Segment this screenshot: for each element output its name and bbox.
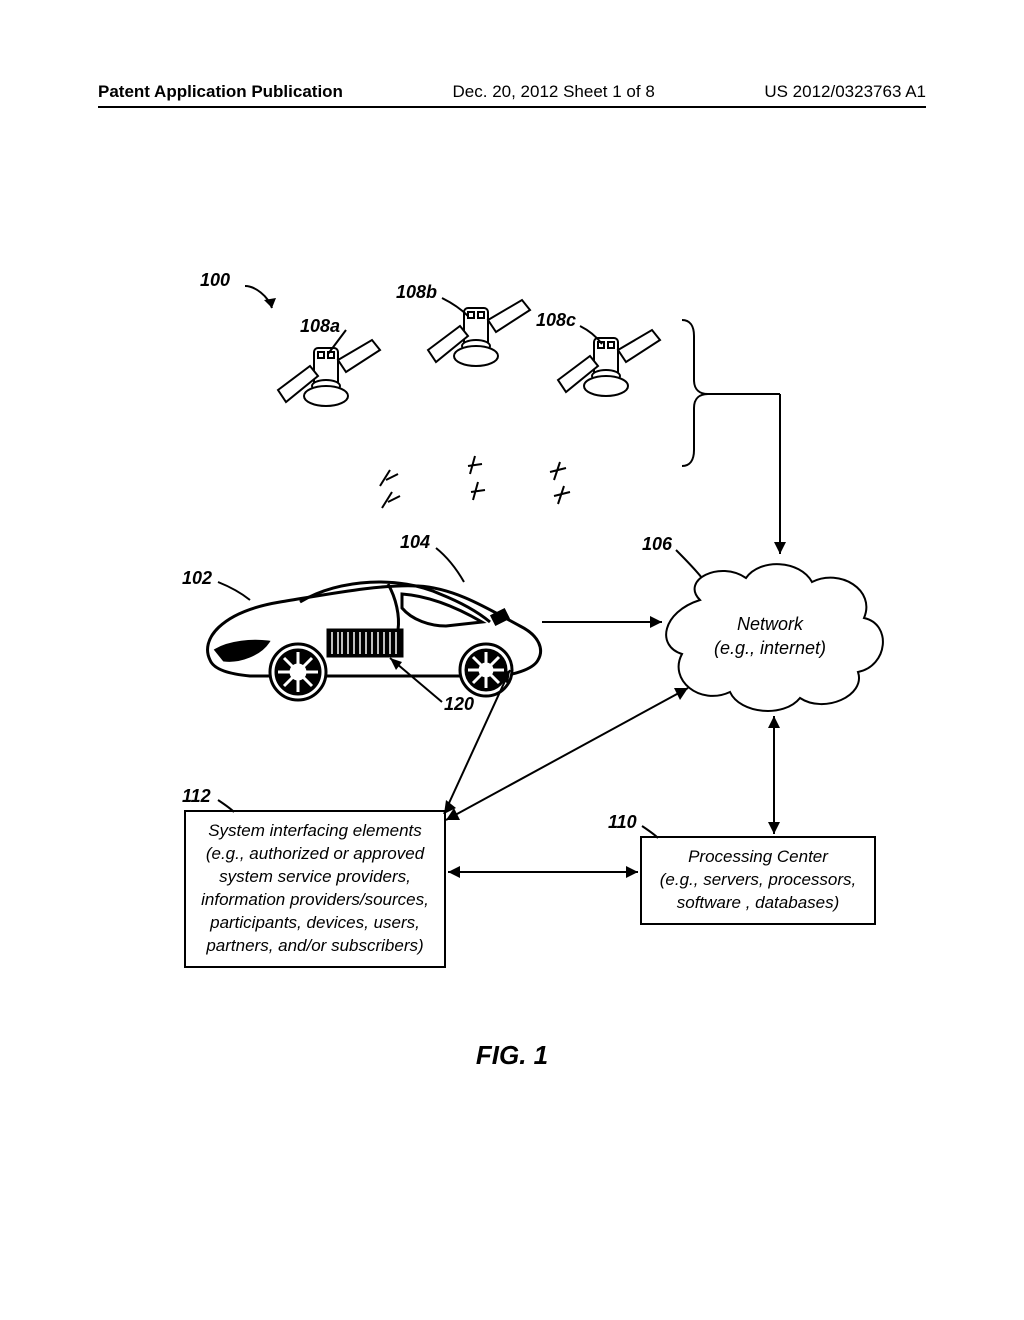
label-120: 120 bbox=[444, 694, 474, 715]
label-110: 110 bbox=[608, 812, 637, 833]
label-108a: 108a bbox=[300, 316, 340, 337]
header-left: Patent Application Publication bbox=[98, 82, 343, 102]
box112-line6: partners, and/or subscribers) bbox=[206, 936, 423, 955]
label-106: 106 bbox=[642, 534, 672, 555]
box110-line3: software , databases) bbox=[677, 893, 840, 912]
figure-1-diagram: 100 108a bbox=[100, 250, 920, 1030]
page-header: Patent Application Publication Dec. 20, … bbox=[98, 82, 926, 108]
box112-line5: participants, devices, users, bbox=[210, 913, 420, 932]
box112-line1: System interfacing elements bbox=[208, 821, 422, 840]
satellite-108a bbox=[268, 330, 388, 445]
box-112: System interfacing elements (e.g., autho… bbox=[184, 810, 446, 968]
label-112: 112 bbox=[182, 786, 211, 807]
satellite-108b bbox=[418, 290, 538, 405]
box110-line2: (e.g., servers, processors, bbox=[660, 870, 857, 889]
header-center: Dec. 20, 2012 Sheet 1 of 8 bbox=[453, 82, 655, 102]
figure-caption: FIG. 1 bbox=[0, 1040, 1024, 1071]
label-100: 100 bbox=[200, 270, 230, 291]
box112-line3: system service providers, bbox=[219, 867, 411, 886]
box-110: Processing Center (e.g., servers, proces… bbox=[640, 836, 876, 925]
satellite-108c bbox=[548, 320, 668, 435]
cloud-text-1: Network bbox=[737, 614, 804, 634]
header-right: US 2012/0323763 A1 bbox=[764, 82, 926, 102]
car bbox=[190, 550, 550, 715]
label-104: 104 bbox=[400, 532, 430, 553]
label-108b: 108b bbox=[396, 282, 437, 303]
box112-line4: information providers/sources, bbox=[201, 890, 429, 909]
box112-line2: (e.g., authorized or approved bbox=[206, 844, 424, 863]
label-102: 102 bbox=[182, 568, 212, 589]
cloud-text-2: (e.g., internet) bbox=[714, 638, 826, 658]
box110-line1: Processing Center bbox=[688, 847, 828, 866]
label-108c: 108c bbox=[536, 310, 576, 331]
network-cloud: Network (e.g., internet) bbox=[640, 550, 900, 735]
page: Patent Application Publication Dec. 20, … bbox=[0, 0, 1024, 1320]
